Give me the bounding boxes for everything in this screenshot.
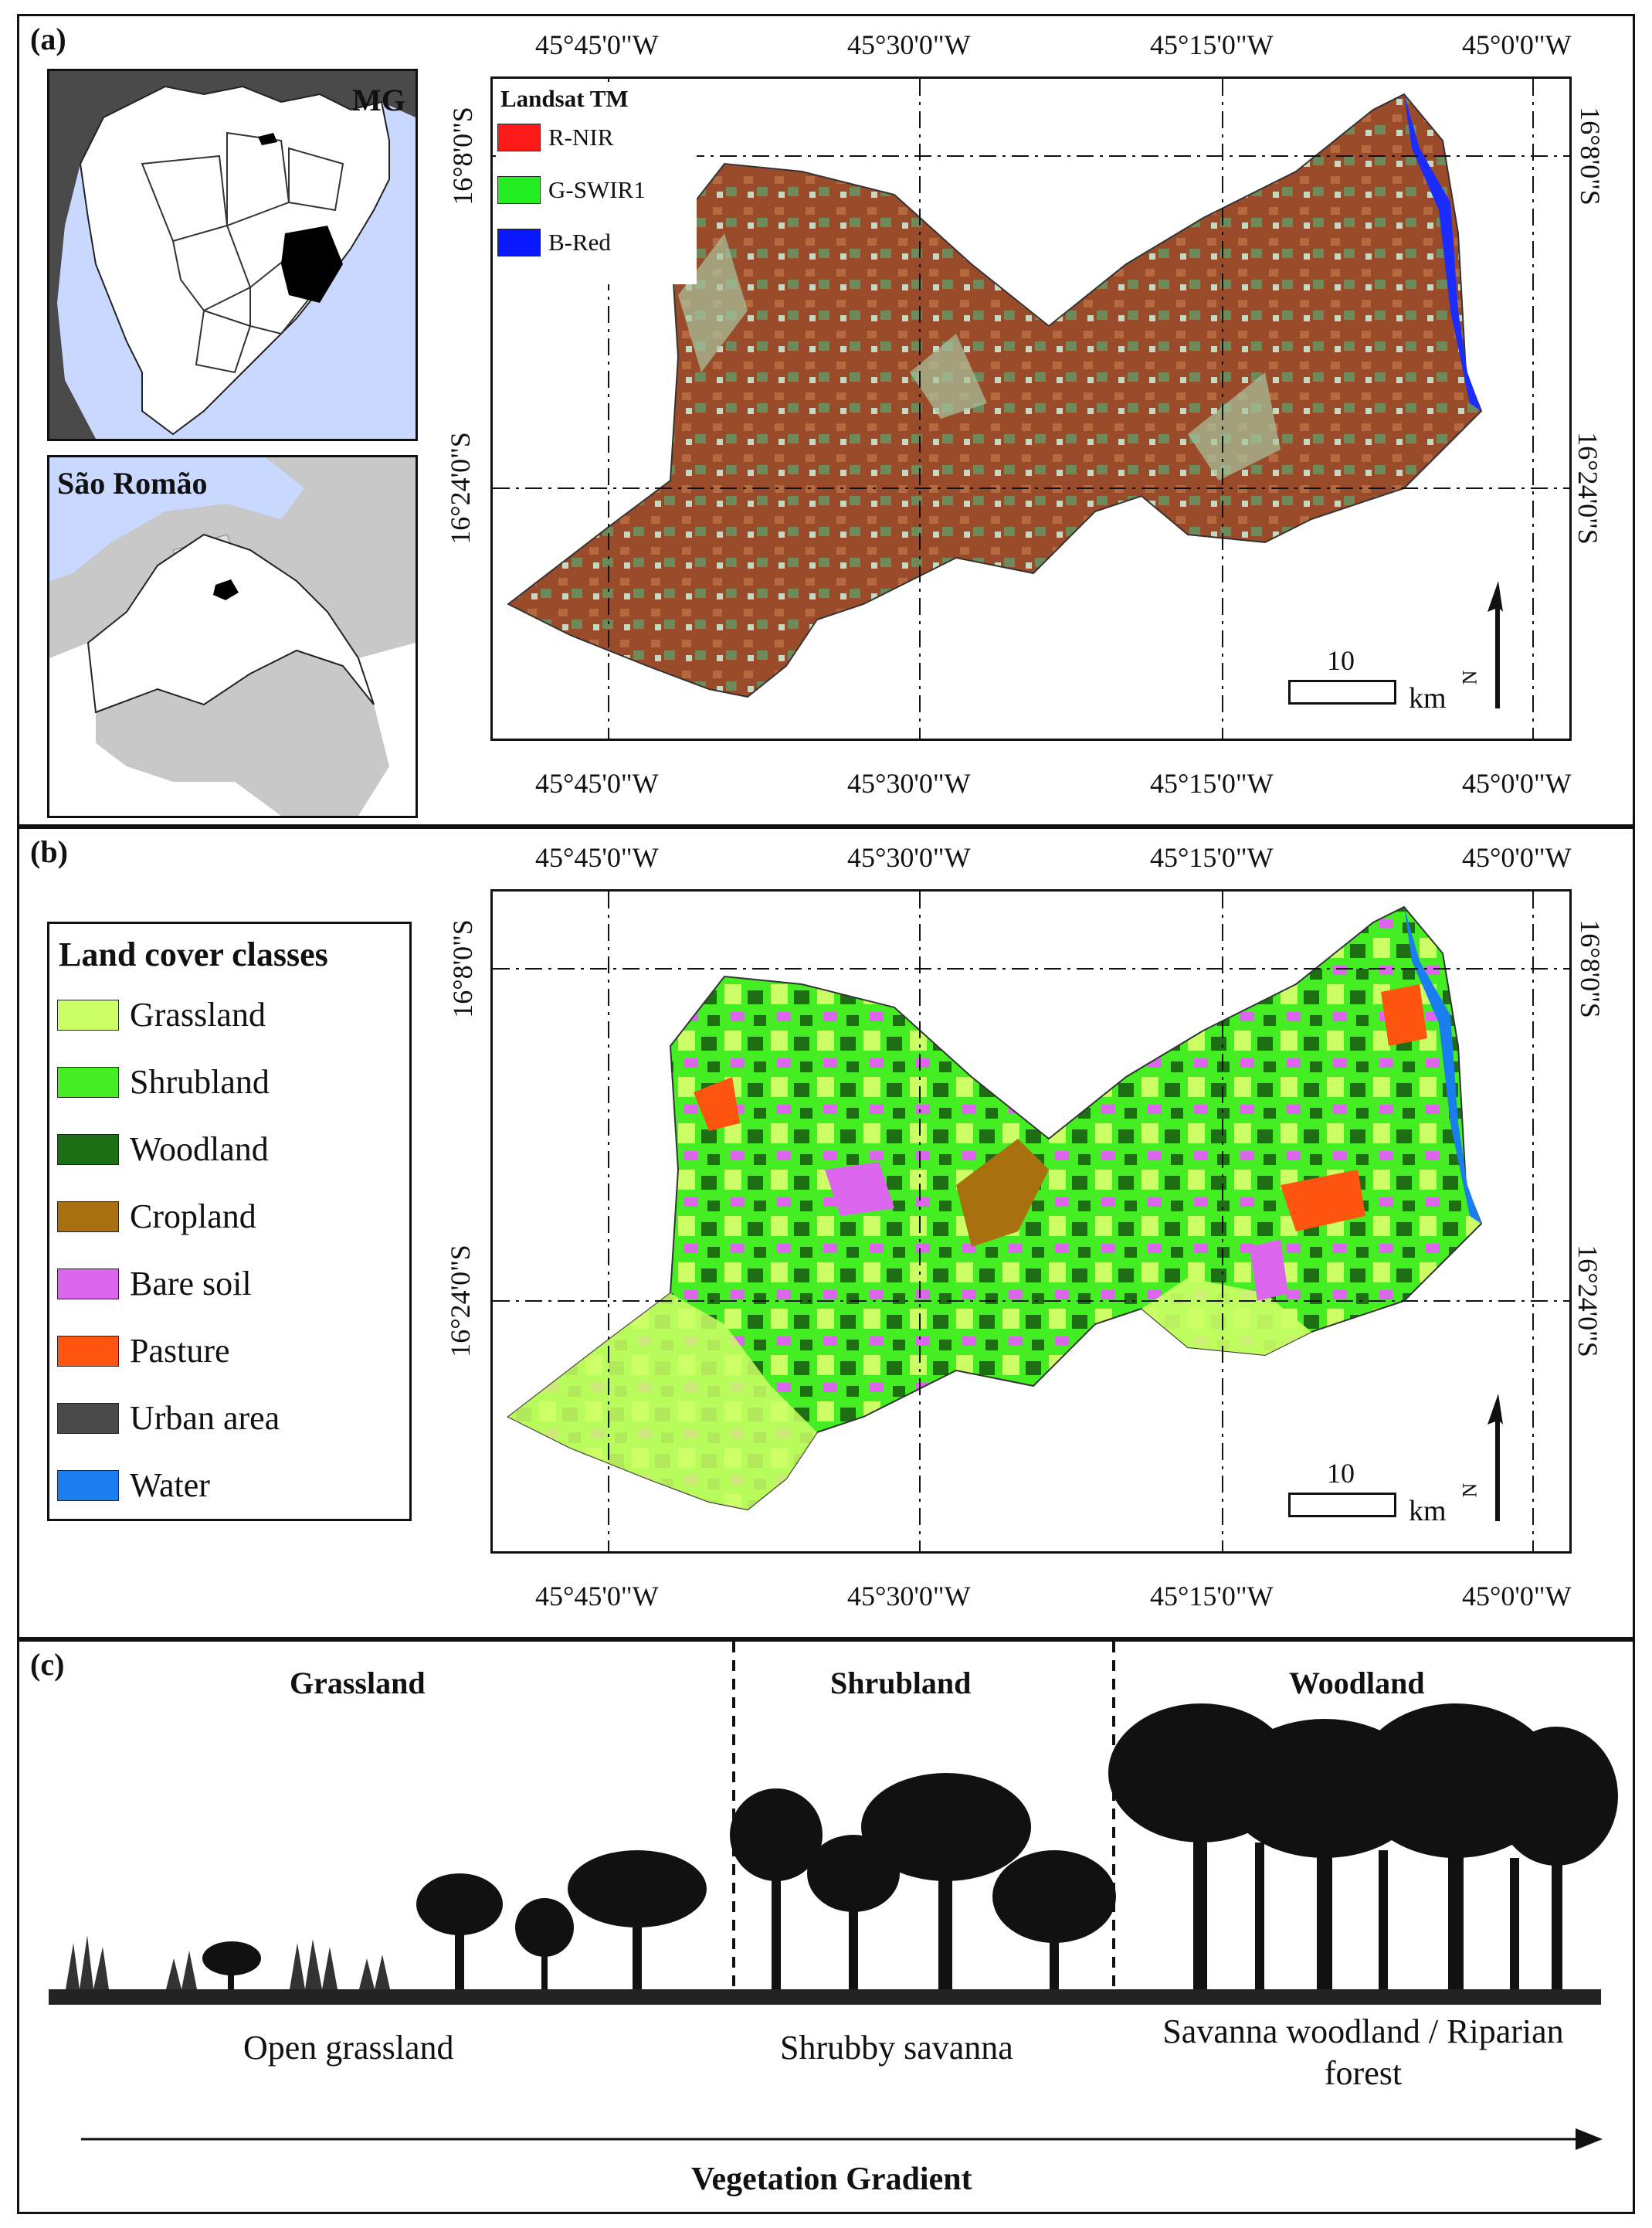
legend-label-cropland: Cropland [130,1197,256,1235]
swatch-urban-area [57,1402,119,1434]
swatch-b-red [497,229,541,256]
legend-label-g-swir1: G-SWIR1 [548,176,646,203]
north-label-a: N [1458,670,1481,685]
legend-item-cropland: Cropland [57,1197,256,1236]
state-inset-map: São Romão [47,455,418,818]
scale-value-b: 10 [1327,1458,1355,1489]
north-label-b: N [1458,1483,1481,1498]
legend-label-b-red: B-Red [548,229,611,256]
gradient-label: Vegetation Gradient [691,2162,972,2197]
lon-tick-bottom-3-a: 45°15'0"W [1150,768,1274,799]
state-map-graphic [49,457,416,816]
swatch-pasture [57,1335,119,1367]
swatch-g-swir1 [497,176,541,204]
north-arrow-a [1487,581,1503,708]
lon-tick-top-3-a: 45°15'0"W [1150,29,1274,60]
legend-label-bare-soil: Bare soil [130,1265,252,1302]
caption-open-grassland: Open grassland [243,2029,454,2067]
lat-tick-right-2-a: 16°24'0"S [1572,432,1603,545]
caption-shrubby-savanna: Shrubby savanna [780,2029,1013,2067]
legend-label-grassland: Grassland [130,996,266,1034]
lon-tick-top-4-a: 45°0'0"W [1462,29,1572,60]
legend-item-shrubland: Shrubland [57,1062,270,1102]
landsat-legend-title: Landsat TM [500,85,629,112]
scale-value-a: 10 [1327,645,1355,676]
swatch-cropland [57,1201,119,1232]
landsat-map-frame: Landsat TM R-NIR G-SWIR1 B-Red 10 km N [490,76,1572,741]
swatch-bare-soil [57,1268,119,1299]
lon-tick-bottom-1-b: 45°45'0"W [535,1581,659,1612]
legend-item-grassland: Grassland [57,995,266,1034]
inset-saoromao-label: São Romão [57,466,208,501]
legend-item-bare-soil: Bare soil [57,1264,252,1303]
lon-tick-top-2-a: 45°30'0"W [847,29,971,60]
lon-tick-bottom-2-a: 45°30'0"W [847,768,971,799]
panel-c: (c) Grassland Shrubland Woodland [17,1639,1635,2214]
legend-label-shrubland: Shrubland [130,1063,270,1101]
scale-bar-b [1288,1493,1396,1517]
lon-tick-top-1-b: 45°45'0"W [535,842,659,873]
brazil-inset-map: MG [47,69,418,441]
panel-a: (a) MG São Romão [17,14,1635,827]
panel-b-label: (b) [30,834,68,869]
legend-label-urban-area: Urban area [130,1399,280,1437]
landsat-map-graphic [493,79,1569,739]
legend-item-woodland: Woodland [57,1129,269,1169]
legend-item-r-nir: R-NIR [497,124,613,151]
lon-tick-bottom-3-b: 45°15'0"W [1150,1581,1274,1612]
panel-c-label: (c) [30,1647,65,1682]
legend-label-water: Water [130,1466,210,1504]
legend-label-r-nir: R-NIR [548,124,614,151]
legend-label-woodland: Woodland [130,1130,269,1168]
zone-title-woodland: Woodland [1289,1666,1425,1700]
legend-label-pasture: Pasture [130,1332,230,1370]
swatch-woodland [57,1133,119,1165]
vegetation-profile-graphic [49,1642,1618,2005]
swatch-shrubland [57,1066,119,1098]
swatch-r-nir [497,124,541,151]
zone-title-shrubland: Shrubland [830,1666,972,1700]
lat-tick-right-1-a: 16°8'0"S [1574,107,1606,205]
brazil-map-graphic [49,71,416,439]
lon-tick-top-2-b: 45°30'0"W [847,842,971,873]
north-arrow-b [1487,1394,1503,1521]
lat-tick-left-1-a: 16°8'0"S [446,107,478,205]
gradient-arrow [81,2128,1603,2150]
legend-item-g-swir1: G-SWIR1 [497,176,646,204]
inset-mg-label: MG [352,83,405,117]
lat-tick-left-1-b: 16°8'0"S [446,919,478,1018]
legend-item-urban-area: Urban area [57,1398,280,1438]
lon-tick-bottom-4-a: 45°0'0"W [1462,768,1572,799]
legend-item-b-red: B-Red [497,229,611,256]
lat-tick-left-2-b: 16°24'0"S [444,1245,476,1357]
lon-tick-top-1-a: 45°45'0"W [535,29,659,60]
lon-tick-top-4-b: 45°0'0"W [1462,842,1572,873]
scale-unit-b: km [1409,1495,1447,1527]
legend-item-pasture: Pasture [57,1331,230,1370]
panel-a-label: (a) [30,22,66,56]
legend-item-water: Water [57,1466,210,1505]
lon-tick-bottom-4-b: 45°0'0"W [1462,1581,1572,1612]
landcover-map-frame: 10 km N [490,889,1572,1554]
lat-tick-right-1-b: 16°8'0"S [1574,919,1606,1018]
panel-b: (b) Land cover classes Grassland Shrubla… [17,827,1635,1639]
lon-tick-bottom-1-a: 45°45'0"W [535,768,659,799]
scale-bar-a [1288,680,1396,705]
landcover-map-graphic [493,892,1569,1551]
landsat-legend: Landsat TM R-NIR G-SWIR1 B-Red [496,82,697,284]
lon-tick-top-3-b: 45°15'0"W [1150,842,1274,873]
lat-tick-left-2-a: 16°24'0"S [444,432,476,545]
lon-tick-bottom-2-b: 45°30'0"W [847,1581,971,1612]
lat-tick-right-2-b: 16°24'0"S [1572,1245,1603,1357]
zone-title-grassland: Grassland [290,1666,426,1700]
landcover-legend-title: Land cover classes [59,936,328,973]
scale-unit-a: km [1409,682,1447,715]
swatch-water [57,1469,119,1501]
caption-savanna-woodland: Savanna woodland / Riparian forest [1162,2012,1564,2092]
landcover-legend: Land cover classes Grassland Shrubland W… [47,922,412,1521]
swatch-grassland [57,999,119,1031]
